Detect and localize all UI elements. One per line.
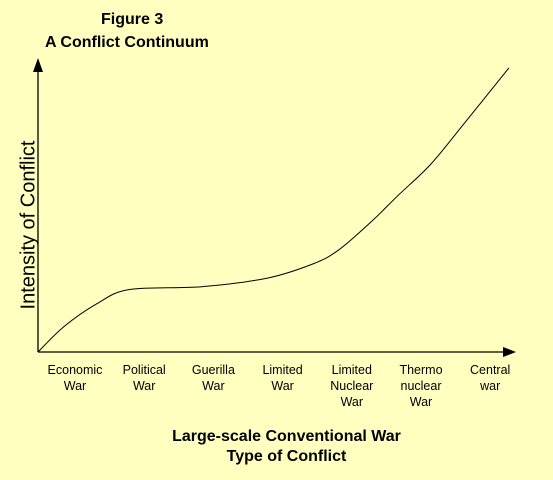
x-axis-arrow	[503, 347, 516, 357]
x-tick-label: Political War	[122, 363, 166, 393]
y-axis-label: Intensity of Conflict	[17, 140, 40, 310]
chart-title: A Conflict Continuum	[45, 34, 209, 51]
x-tick-label: Central war	[470, 363, 511, 393]
x-tick-label: Thermo nuclear War	[399, 363, 443, 409]
x-tick-label: Limited Nuclear War	[330, 363, 374, 409]
x-tick-label: Guerilla War	[191, 363, 235, 393]
y-axis-arrow	[33, 58, 43, 72]
x-tick-label: Limited War	[262, 363, 303, 393]
figure-label: Figure 3	[101, 11, 164, 28]
intensity-curve	[37, 67, 510, 353]
x-axis-label-line-2: Type of Conflict	[226, 448, 347, 465]
x-tick-label: Economic War	[47, 363, 103, 393]
x-axis-label-line-1: Large-scale Conventional War	[172, 428, 401, 445]
